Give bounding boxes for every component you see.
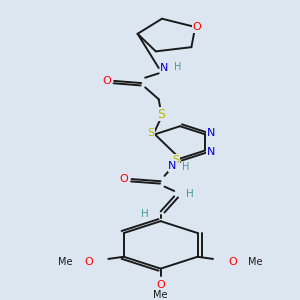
Text: S: S — [172, 155, 180, 165]
Text: H: H — [182, 162, 190, 172]
Text: O: O — [102, 76, 111, 86]
Text: O: O — [156, 280, 165, 290]
Text: S: S — [157, 108, 165, 121]
Text: O: O — [228, 257, 237, 267]
Text: Me: Me — [248, 257, 263, 267]
Text: S: S — [147, 128, 155, 138]
Text: Me: Me — [58, 257, 73, 267]
Text: H: H — [174, 62, 182, 72]
Text: N: N — [207, 128, 215, 138]
Text: N: N — [160, 63, 169, 73]
Text: Me: Me — [153, 290, 168, 299]
Text: H: H — [186, 189, 194, 199]
Text: N: N — [207, 147, 215, 157]
Text: O: O — [119, 174, 128, 184]
Text: O: O — [193, 22, 202, 32]
Text: O: O — [85, 257, 93, 267]
Text: H: H — [141, 208, 149, 219]
Text: N: N — [168, 161, 176, 171]
